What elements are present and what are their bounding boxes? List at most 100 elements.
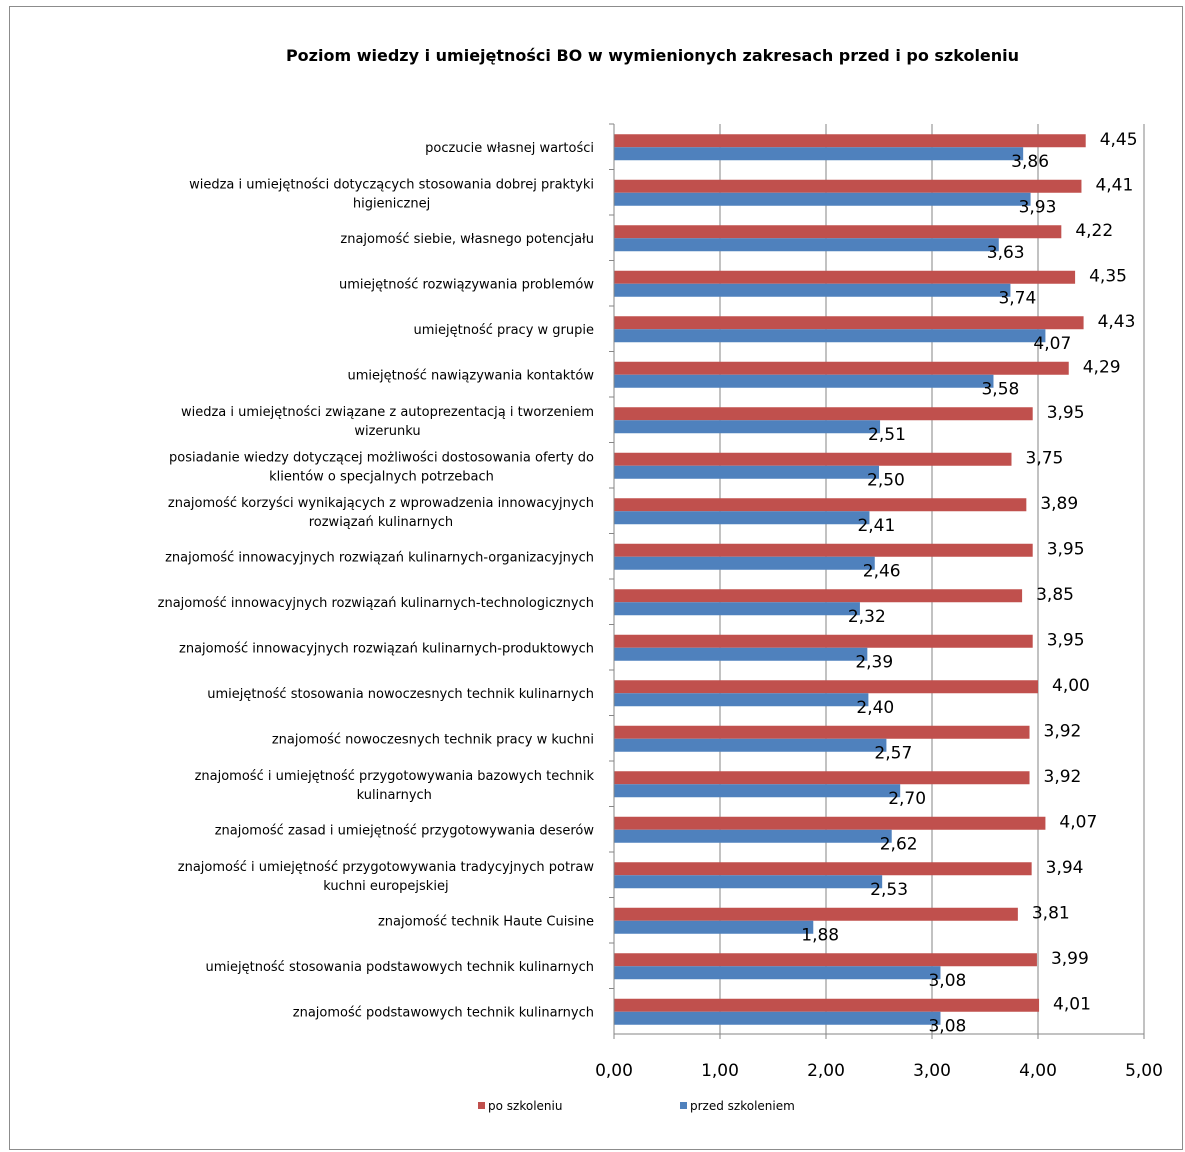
value-label-po-szkoleniu: 4,22	[1075, 221, 1113, 241]
x-tick-label: 4,00	[1019, 1061, 1057, 1081]
value-label-przed-szkoleniem: 4,07	[1033, 334, 1071, 354]
x-tick-label: 2,00	[807, 1061, 845, 1081]
value-label-po-szkoleniu: 3,99	[1051, 949, 1089, 969]
legend-swatch	[478, 1102, 485, 1109]
legend: po szkoleniu przed szkoleniem	[478, 1099, 795, 1113]
bar-przed-szkoleniem	[614, 556, 875, 570]
value-label-przed-szkoleniem: 2,50	[867, 470, 905, 490]
value-label-po-szkoleniu: 4,00	[1052, 676, 1090, 696]
value-label-przed-szkoleniem: 3,86	[1011, 152, 1049, 172]
bar-przed-szkoleniem	[614, 829, 892, 843]
category-label: znajomość innowacyjnych rozwiązań kulina…	[158, 596, 594, 611]
bar-po-szkoleniu	[614, 361, 1069, 375]
bar-po-szkoleniu	[614, 862, 1032, 876]
value-label-po-szkoleniu: 3,75	[1026, 448, 1064, 468]
category-label: znajomość nowoczesnych technik pracy w k…	[272, 732, 594, 747]
value-label-przed-szkoleniem: 2,41	[857, 516, 895, 536]
legend-label: po szkoleniu	[488, 1099, 562, 1113]
category-label: wiedza i umiejętności dotyczących stosow…	[189, 177, 594, 192]
value-label-po-szkoleniu: 3,81	[1032, 903, 1070, 923]
value-label-przed-szkoleniem: 2,53	[870, 880, 908, 900]
x-tick-label: 1,00	[701, 1061, 739, 1081]
category-label: umiejętność stosowania podstawowych tech…	[205, 960, 594, 975]
value-label-po-szkoleniu: 4,45	[1100, 130, 1138, 150]
category-label: wiedza i umiejętności związane z autopre…	[181, 405, 594, 420]
x-tick-label: 5,00	[1125, 1061, 1163, 1081]
category-label: umiejętność rozwiązywania problemów	[339, 277, 594, 292]
category-label: umiejętność stosowania nowoczesnych tech…	[207, 687, 594, 702]
value-label-po-szkoleniu: 3,94	[1046, 858, 1084, 878]
bar-przed-szkoleniem	[614, 875, 883, 889]
value-label-przed-szkoleniem: 2,70	[888, 789, 926, 809]
bar-po-szkoleniu	[614, 134, 1086, 148]
bar-po-szkoleniu	[614, 179, 1082, 193]
category-label: znajomość korzyści wynikających z wprowa…	[168, 496, 594, 511]
gridlines	[719, 124, 1145, 1034]
value-label-przed-szkoleniem: 2,57	[874, 743, 912, 763]
value-labels: 4,45 3,86 4,41 3,93 4,22 3,63 4,35 3,74 4,43 4,07…	[801, 130, 1137, 1037]
axes	[609, 123, 1145, 1039]
value-label-po-szkoleniu: 3,85	[1036, 585, 1074, 605]
bar-po-szkoleniu	[614, 316, 1084, 330]
bar-przed-szkoleniem	[614, 693, 869, 707]
category-label-line2: rozwiązań kulinarnych	[309, 515, 453, 530]
value-label-przed-szkoleniem: 3,93	[1019, 197, 1057, 217]
bar-po-szkoleniu	[614, 634, 1033, 648]
value-label-po-szkoleniu: 3,92	[1044, 721, 1082, 741]
bars	[614, 134, 1086, 1025]
category-label: znajomość innowacyjnych rozwiązań kulina…	[179, 641, 594, 656]
category-label: znajomość zasad i umiejętność przygotowy…	[215, 823, 595, 838]
bar-przed-szkoleniem	[614, 283, 1011, 297]
bar-po-szkoleniu	[614, 270, 1076, 284]
category-label-line2: klientów o specjalnych potrzebach	[269, 469, 494, 484]
value-label-po-szkoleniu: 4,43	[1098, 312, 1136, 332]
bar-po-szkoleniu	[614, 771, 1030, 785]
value-label-po-szkoleniu: 3,95	[1047, 539, 1085, 559]
category-label: znajomość i umiejętność przygotowywania …	[195, 769, 595, 784]
category-label-line2: higienicznej	[353, 196, 430, 211]
value-label-po-szkoleniu: 4,29	[1083, 357, 1121, 377]
bar-po-szkoleniu	[614, 407, 1033, 421]
bar-po-szkoleniu	[614, 680, 1038, 694]
value-label-po-szkoleniu: 3,95	[1047, 403, 1085, 423]
value-label-przed-szkoleniem: 2,39	[855, 652, 893, 672]
bar-przed-szkoleniem	[614, 647, 868, 661]
value-label-przed-szkoleniem: 3,58	[981, 379, 1019, 399]
bar-przed-szkoleniem	[614, 511, 870, 525]
value-label-przed-szkoleniem: 3,08	[928, 971, 966, 991]
bar-przed-szkoleniem	[614, 1011, 941, 1025]
value-label-przed-szkoleniem: 3,08	[928, 1016, 966, 1036]
bar-przed-szkoleniem	[614, 420, 881, 434]
value-label-przed-szkoleniem: 2,32	[848, 607, 886, 627]
x-tick-label: 0,00	[595, 1061, 633, 1081]
category-label-line2: kuchni europejskiej	[323, 879, 448, 894]
value-label-przed-szkoleniem: 3,63	[987, 243, 1025, 263]
category-labels: poczucie własnej wartości wiedza i umieję…	[158, 141, 595, 1021]
bar-po-szkoleniu	[614, 452, 1012, 466]
bar-po-szkoleniu	[614, 589, 1023, 603]
value-label-przed-szkoleniem: 3,74	[998, 288, 1036, 308]
x-tick-label: 3,00	[913, 1061, 951, 1081]
bar-przed-szkoleniem	[614, 784, 901, 798]
bar-przed-szkoleniem	[614, 238, 999, 252]
bar-przed-szkoleniem	[614, 147, 1024, 161]
bar-po-szkoleniu	[614, 998, 1040, 1012]
legend-swatch	[680, 1102, 687, 1109]
bar-przed-szkoleniem	[614, 920, 814, 934]
value-label-po-szkoleniu: 3,95	[1047, 630, 1085, 650]
bar-po-szkoleniu	[614, 725, 1030, 739]
value-label-po-szkoleniu: 3,89	[1040, 494, 1078, 514]
category-label-line2: kulinarnych	[357, 788, 432, 803]
category-label: posiadanie wiedzy dotyczącej możliwości …	[169, 450, 594, 465]
bar-przed-szkoleniem	[614, 966, 941, 980]
category-label: znajomość technik Haute Cuisine	[378, 914, 594, 929]
bar-po-szkoleniu	[614, 953, 1037, 967]
value-label-po-szkoleniu: 4,07	[1059, 812, 1097, 832]
bar-przed-szkoleniem	[614, 602, 860, 616]
value-label-po-szkoleniu: 4,41	[1095, 175, 1133, 195]
bar-przed-szkoleniem	[614, 738, 887, 752]
value-label-przed-szkoleniem: 2,62	[880, 834, 918, 854]
bar-przed-szkoleniem	[614, 465, 879, 479]
chart-title: Poziom wiedzy i umiejętności BO w wymien…	[285, 46, 1020, 65]
value-label-przed-szkoleniem: 2,51	[868, 425, 906, 445]
